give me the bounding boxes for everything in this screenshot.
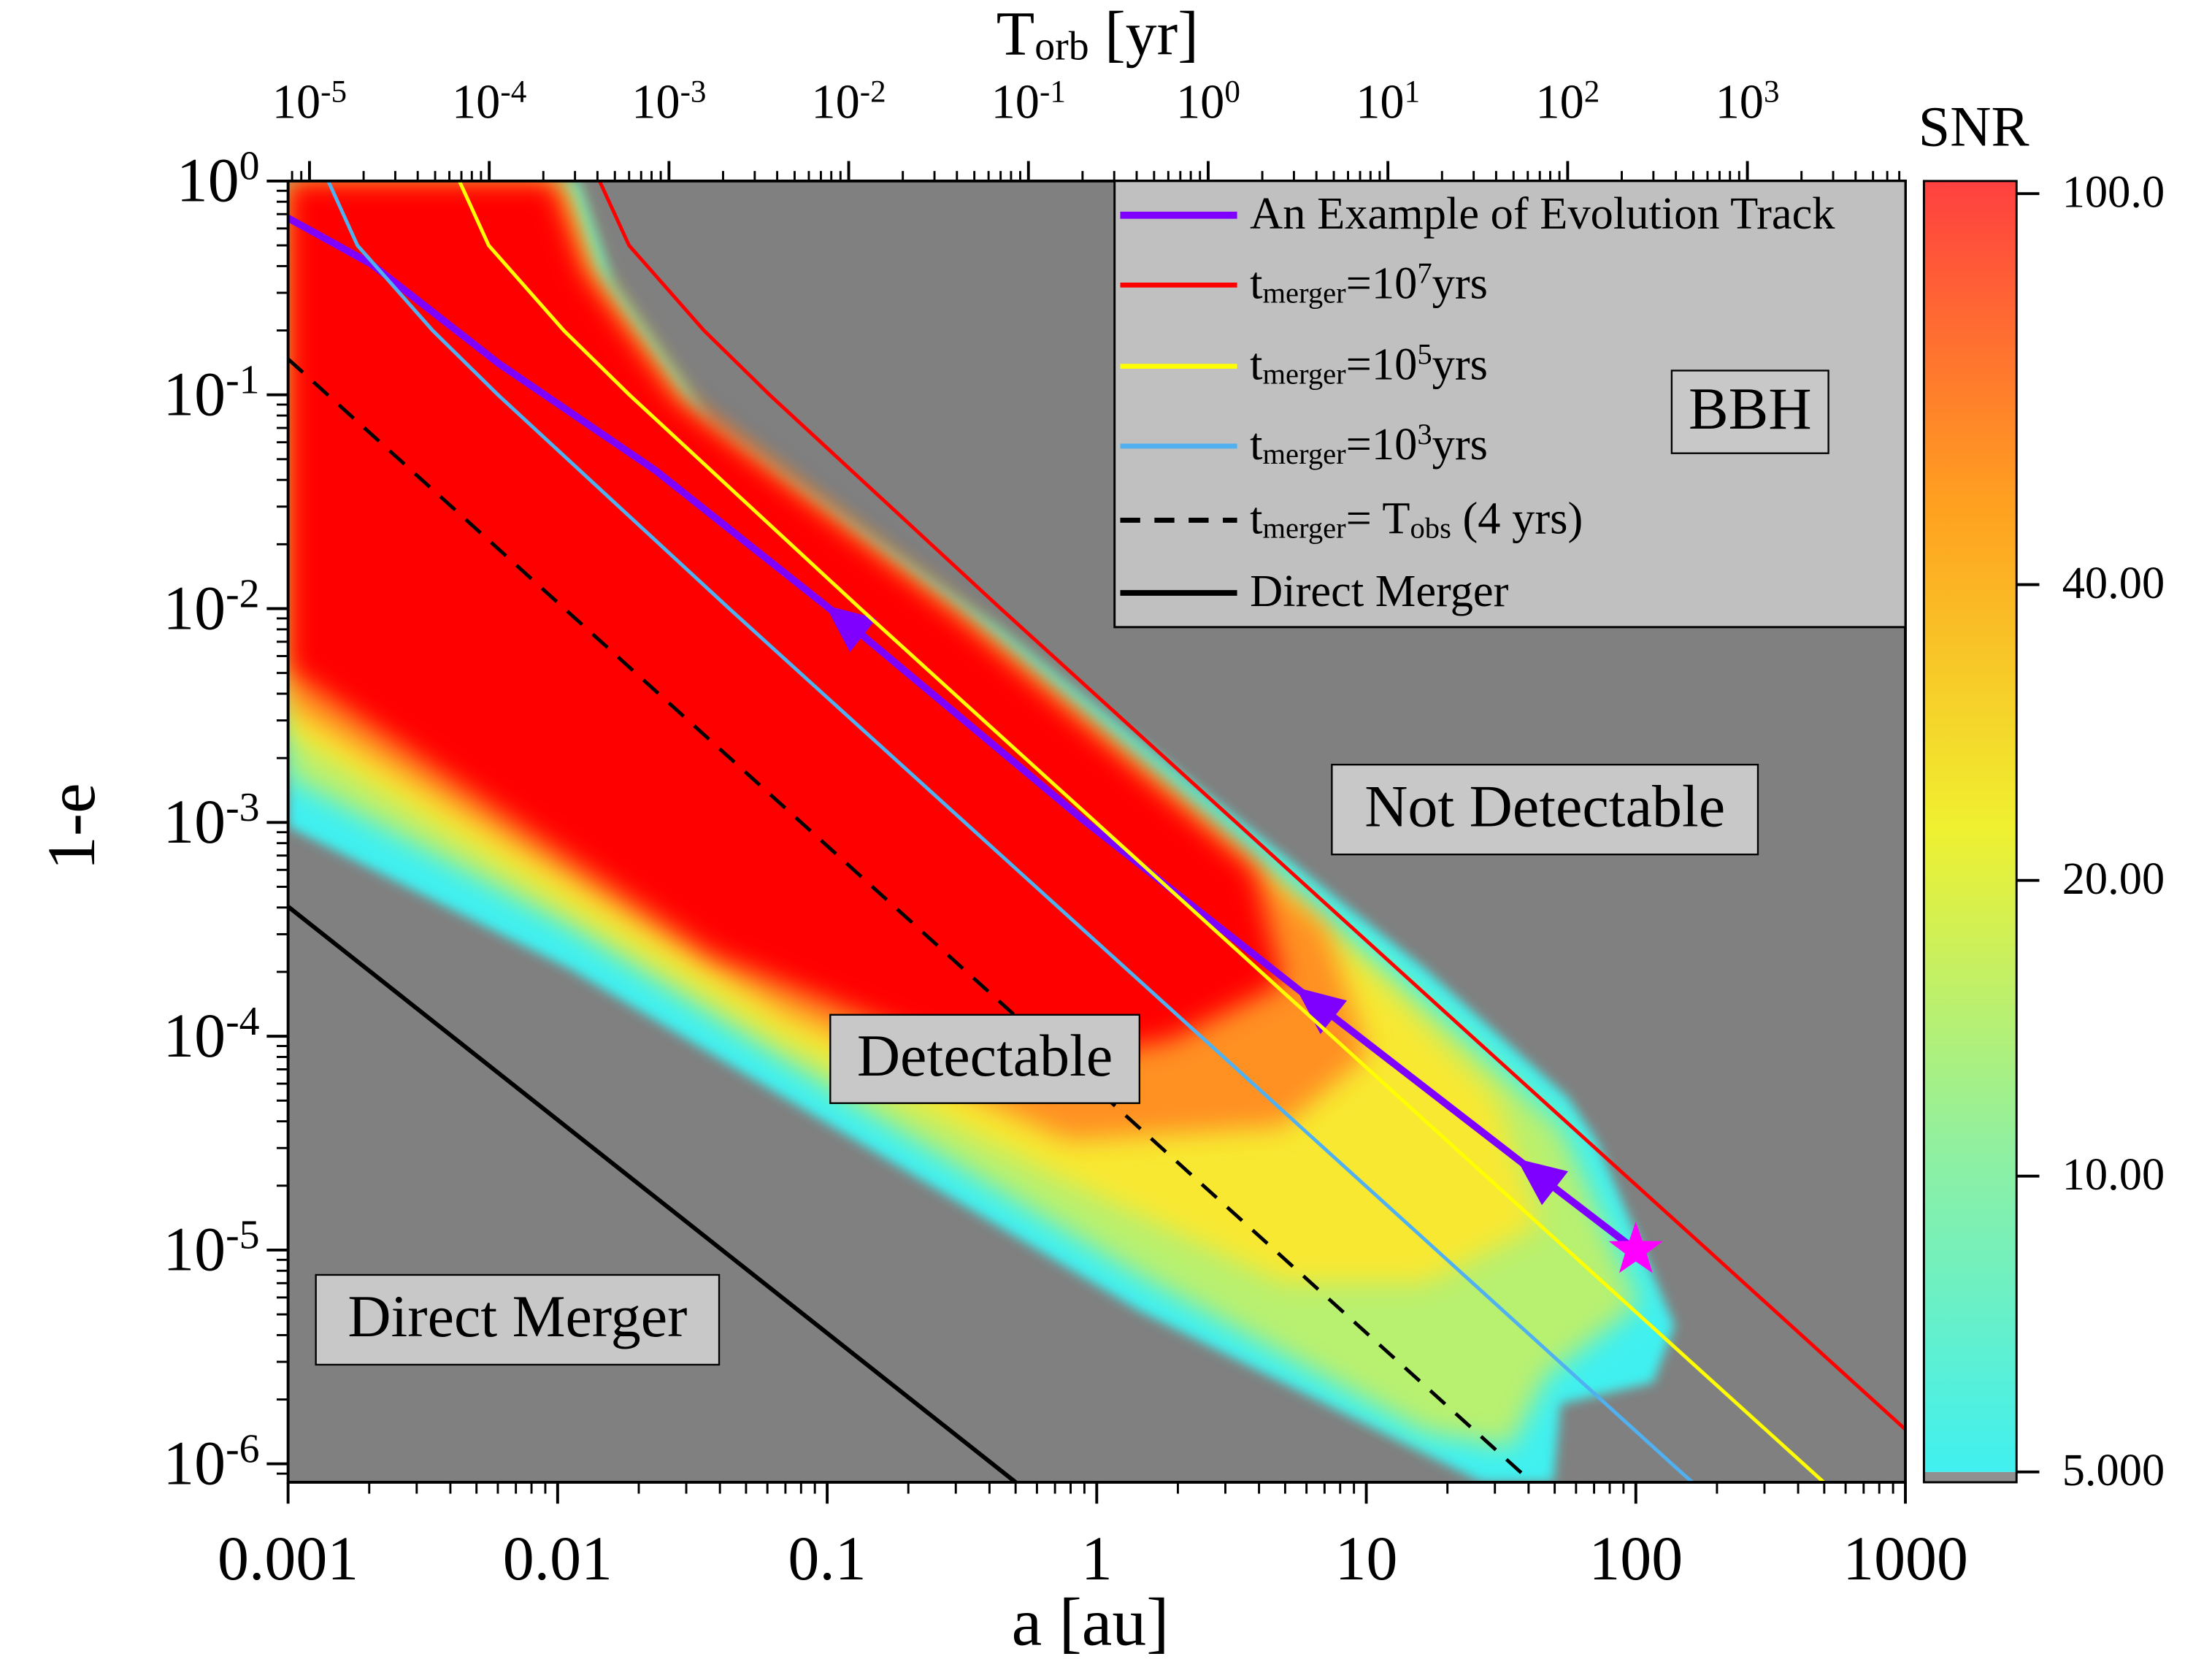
legend-label: tmerger= Tobs (4 yrs) bbox=[1250, 493, 1583, 544]
annotation: Direct Merger bbox=[347, 1283, 687, 1349]
legend-label: Direct Merger bbox=[1250, 565, 1509, 616]
x2-tick-label: 10-5 bbox=[272, 74, 347, 129]
snr-region bbox=[288, 180, 1675, 1482]
y-tick-label: 10-3 bbox=[163, 786, 259, 857]
track-arrow bbox=[1295, 987, 1348, 1035]
series-line bbox=[598, 180, 1906, 1431]
colorbar-tick-label: 20.00 bbox=[2062, 853, 2165, 904]
y-tick-label: 10-2 bbox=[163, 572, 259, 643]
annotation: Not Detectable bbox=[1364, 773, 1725, 839]
track-arrow bbox=[825, 605, 877, 652]
colorbar-frame bbox=[1922, 180, 2018, 1484]
legend-label: tmerger=107yrs bbox=[1250, 256, 1488, 309]
colorbar-label: SNR bbox=[1919, 94, 2029, 158]
x2-tick-label: 101 bbox=[1356, 74, 1420, 129]
colorbar-tick-label: 100.0 bbox=[2062, 166, 2165, 217]
x2-axis-label: Torb [yr] bbox=[996, 0, 1199, 69]
x2-tick-label: 10-2 bbox=[811, 74, 886, 129]
lines bbox=[288, 180, 1906, 1482]
x-tick-label: 0.1 bbox=[788, 1523, 866, 1593]
x-tick-label: 0.001 bbox=[218, 1523, 358, 1593]
series-line bbox=[288, 357, 1533, 1482]
x-tick-label: 1000 bbox=[1843, 1523, 1968, 1593]
x-axis-label: a [au] bbox=[1012, 1585, 1170, 1659]
x-tick-label: 0.01 bbox=[503, 1523, 612, 1593]
annotation-box bbox=[829, 1014, 1141, 1104]
series-line bbox=[288, 905, 1018, 1482]
annotation: Detectable bbox=[857, 1022, 1113, 1089]
legend-label: tmerger=105yrs bbox=[1250, 337, 1488, 390]
x2-tick-label: 10-1 bbox=[991, 74, 1066, 129]
colorbar-under bbox=[1924, 1471, 2017, 1482]
x2-tick-label: 103 bbox=[1716, 74, 1780, 129]
y-tick-label: 100 bbox=[177, 144, 260, 215]
y-tick-label: 10-4 bbox=[163, 999, 259, 1070]
annotation-box bbox=[315, 1273, 721, 1366]
series-line bbox=[326, 180, 1694, 1482]
legend-label: An Example of Evolution Track bbox=[1250, 188, 1835, 239]
x2-tick-label: 10-3 bbox=[631, 74, 706, 129]
colorbar-tick-label: 40.00 bbox=[2062, 557, 2165, 608]
x2-tick-label: 10-4 bbox=[452, 74, 526, 129]
annotation-box bbox=[1331, 764, 1759, 856]
x-tick-label: 10 bbox=[1335, 1523, 1398, 1593]
series-line bbox=[458, 180, 1825, 1482]
y-tick-label: 10-1 bbox=[163, 358, 259, 429]
colorbar-tick-label: 10.00 bbox=[2062, 1149, 2165, 1200]
x2-tick-label: 100 bbox=[1176, 74, 1240, 129]
colorbar-tick-label: 5.000 bbox=[2062, 1444, 2165, 1495]
y-tick-label: 10-6 bbox=[163, 1427, 259, 1498]
legend-label: tmerger=103yrs bbox=[1250, 418, 1488, 470]
y-axis-label: 1-e bbox=[34, 783, 110, 870]
x-tick-label: 100 bbox=[1589, 1523, 1683, 1593]
x-tick-label: 1 bbox=[1081, 1523, 1113, 1593]
colorbar bbox=[1924, 180, 2017, 1472]
annotation: BBH bbox=[1689, 375, 1812, 442]
annotation-box bbox=[1670, 369, 1829, 454]
y-tick-label: 10-5 bbox=[163, 1213, 259, 1284]
x2-tick-label: 102 bbox=[1535, 74, 1600, 129]
snr-max bbox=[288, 180, 1283, 1069]
start-marker bbox=[1608, 1221, 1663, 1273]
track-arrow bbox=[1516, 1158, 1568, 1206]
